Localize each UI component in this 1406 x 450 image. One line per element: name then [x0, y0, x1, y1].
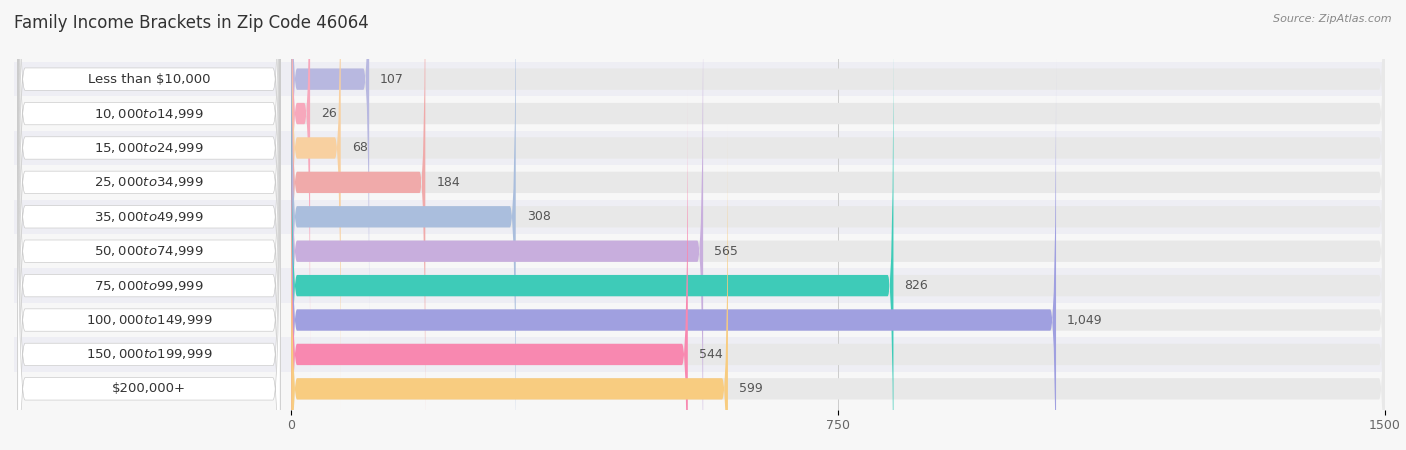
Text: $200,000+: $200,000+: [112, 382, 186, 396]
FancyBboxPatch shape: [18, 0, 280, 412]
FancyBboxPatch shape: [291, 0, 703, 450]
FancyBboxPatch shape: [291, 0, 1385, 447]
Text: $25,000 to $34,999: $25,000 to $34,999: [94, 176, 204, 189]
Text: 308: 308: [527, 210, 551, 223]
FancyBboxPatch shape: [291, 0, 340, 413]
FancyBboxPatch shape: [18, 0, 280, 450]
Text: Family Income Brackets in Zip Code 46064: Family Income Brackets in Zip Code 46064: [14, 14, 368, 32]
FancyBboxPatch shape: [14, 234, 1385, 268]
FancyBboxPatch shape: [14, 372, 1385, 406]
FancyBboxPatch shape: [14, 303, 1385, 337]
Text: 826: 826: [904, 279, 928, 292]
FancyBboxPatch shape: [14, 96, 1385, 131]
Text: 107: 107: [380, 72, 404, 86]
FancyBboxPatch shape: [291, 0, 311, 378]
Text: 565: 565: [714, 245, 738, 258]
Text: Less than $10,000: Less than $10,000: [87, 72, 211, 86]
FancyBboxPatch shape: [14, 200, 1385, 234]
Text: $35,000 to $49,999: $35,000 to $49,999: [94, 210, 204, 224]
FancyBboxPatch shape: [291, 21, 893, 450]
FancyBboxPatch shape: [291, 124, 728, 450]
Text: $75,000 to $99,999: $75,000 to $99,999: [94, 279, 204, 292]
FancyBboxPatch shape: [18, 22, 280, 450]
Text: 544: 544: [699, 348, 723, 361]
FancyBboxPatch shape: [291, 0, 1385, 378]
FancyBboxPatch shape: [18, 0, 280, 450]
FancyBboxPatch shape: [18, 0, 280, 446]
FancyBboxPatch shape: [291, 55, 1385, 450]
FancyBboxPatch shape: [291, 90, 688, 450]
FancyBboxPatch shape: [18, 0, 280, 450]
FancyBboxPatch shape: [14, 62, 1385, 96]
FancyBboxPatch shape: [291, 0, 516, 450]
FancyBboxPatch shape: [18, 0, 280, 450]
FancyBboxPatch shape: [291, 0, 1385, 413]
FancyBboxPatch shape: [18, 56, 280, 450]
FancyBboxPatch shape: [291, 21, 1385, 450]
FancyBboxPatch shape: [14, 337, 1385, 372]
Text: $150,000 to $199,999: $150,000 to $199,999: [86, 347, 212, 361]
FancyBboxPatch shape: [291, 0, 370, 344]
Text: Source: ZipAtlas.com: Source: ZipAtlas.com: [1274, 14, 1392, 23]
FancyBboxPatch shape: [291, 124, 1385, 450]
Text: $15,000 to $24,999: $15,000 to $24,999: [94, 141, 204, 155]
FancyBboxPatch shape: [18, 0, 280, 450]
Text: $10,000 to $14,999: $10,000 to $14,999: [94, 107, 204, 121]
FancyBboxPatch shape: [291, 55, 1056, 450]
Text: 184: 184: [436, 176, 460, 189]
Text: 599: 599: [740, 382, 762, 396]
FancyBboxPatch shape: [291, 0, 1385, 344]
FancyBboxPatch shape: [291, 0, 1385, 450]
FancyBboxPatch shape: [291, 90, 1385, 450]
FancyBboxPatch shape: [291, 0, 1385, 450]
FancyBboxPatch shape: [14, 268, 1385, 303]
Text: 68: 68: [352, 141, 367, 154]
Text: $100,000 to $149,999: $100,000 to $149,999: [86, 313, 212, 327]
Text: $50,000 to $74,999: $50,000 to $74,999: [94, 244, 204, 258]
FancyBboxPatch shape: [18, 0, 280, 450]
FancyBboxPatch shape: [291, 0, 426, 447]
Text: 26: 26: [321, 107, 337, 120]
FancyBboxPatch shape: [14, 131, 1385, 165]
FancyBboxPatch shape: [14, 165, 1385, 200]
Text: 1,049: 1,049: [1067, 314, 1102, 327]
